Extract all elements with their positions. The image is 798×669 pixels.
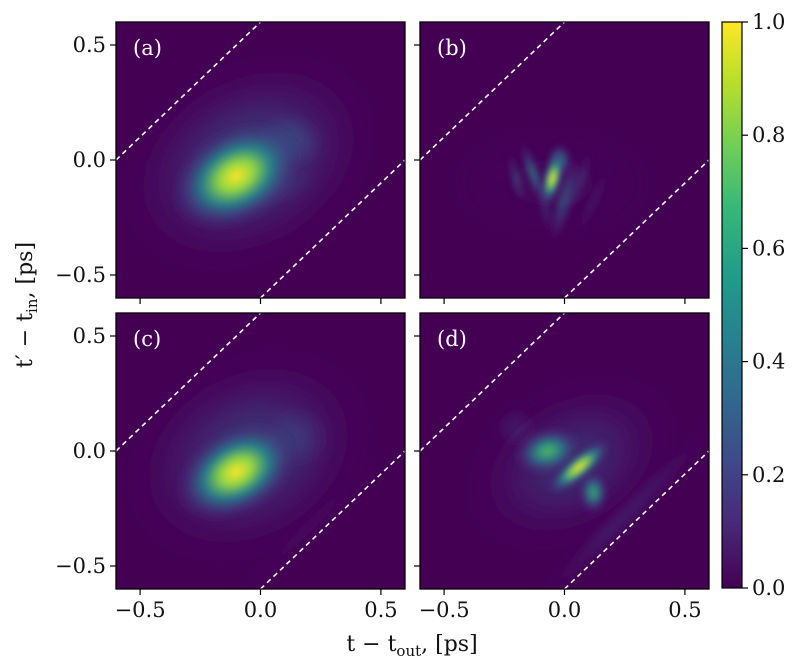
heatmap-intensity-blob — [172, 419, 301, 525]
dashed-boundary-line — [420, 313, 566, 452]
colorbar-tick-label: 0.4 — [752, 350, 785, 374]
dashed-boundary-line — [563, 159, 709, 298]
panel-d: (d) −0.5 0.0 0.5 — [414, 312, 710, 622]
heatmap-intensity-blob — [577, 469, 610, 516]
heatmap-intensity-blob — [506, 149, 527, 208]
y-tick-label: 0.5 — [73, 324, 106, 348]
x-tick-label: 0.5 — [668, 598, 701, 622]
y-tick-label: 0.5 — [73, 33, 106, 57]
panel-label: (d) — [437, 327, 467, 351]
y-axis-label: t′ − tin, [ps] — [13, 242, 41, 368]
colorbar-tick-label: 0.2 — [752, 463, 785, 487]
x-axis-label: t − tout, [ps] — [346, 632, 477, 660]
colorbar-gradient — [721, 21, 743, 589]
x-tick-label: −0.5 — [419, 598, 470, 622]
panel-b: (b) — [414, 21, 710, 304]
svg-text:t′ − tin, [ps]: t′ − tin, [ps] — [13, 242, 41, 368]
panel-label: (c) — [133, 327, 161, 351]
heatmap-intensity-blob — [539, 148, 566, 208]
panel-c: (c) −0.5 0.0 0.5 0.5 0.0 −0.5 — [55, 312, 406, 622]
panel-a: (a) 0.5 0.0 −0.5 — [55, 21, 406, 304]
colorbar-tick-label: 0.6 — [752, 236, 785, 260]
heatmap-intensity-blob — [547, 150, 582, 249]
y-tick-label: −0.5 — [55, 263, 106, 287]
colorbar-tick-label: 1.0 — [752, 10, 785, 34]
heatmap-intensity-blob — [545, 438, 613, 497]
x-tick-label: 0.0 — [244, 598, 277, 622]
heatmap-intensity-blob — [167, 118, 306, 234]
x-tick-label: −0.5 — [115, 598, 166, 622]
dashed-boundary-line — [116, 313, 262, 452]
dashed-boundary-line — [116, 22, 262, 161]
svg-text:t − tout, [ps]: t − tout, [ps] — [346, 632, 477, 660]
x-tick-label: 0.0 — [548, 598, 581, 622]
y-tick-label: 0.0 — [73, 439, 106, 463]
dashed-boundary-line — [563, 450, 709, 589]
y-tick-label: 0.0 — [73, 148, 106, 172]
panels: (a)0.50.0−0.5(b)(c)−0.5 0.0 0.50.50.0−0.5(… — [55, 21, 710, 622]
panel-label: (b) — [437, 36, 467, 60]
heatmap-intensity-blob — [573, 160, 614, 243]
colorbar: 0.0 0.2 0.4 0.6 0.8 1.0 — [721, 10, 785, 600]
colorbar-tick-label: 0.8 — [752, 123, 785, 147]
dashed-boundary-line — [259, 450, 405, 589]
dashed-boundary-line — [420, 22, 566, 161]
y-tick-label: −0.5 — [55, 554, 106, 578]
dashed-boundary-line — [259, 159, 405, 298]
colorbar-tick-label: 0.0 — [752, 576, 785, 600]
x-tick-label: 0.5 — [364, 598, 397, 622]
panel-label: (a) — [133, 36, 162, 60]
